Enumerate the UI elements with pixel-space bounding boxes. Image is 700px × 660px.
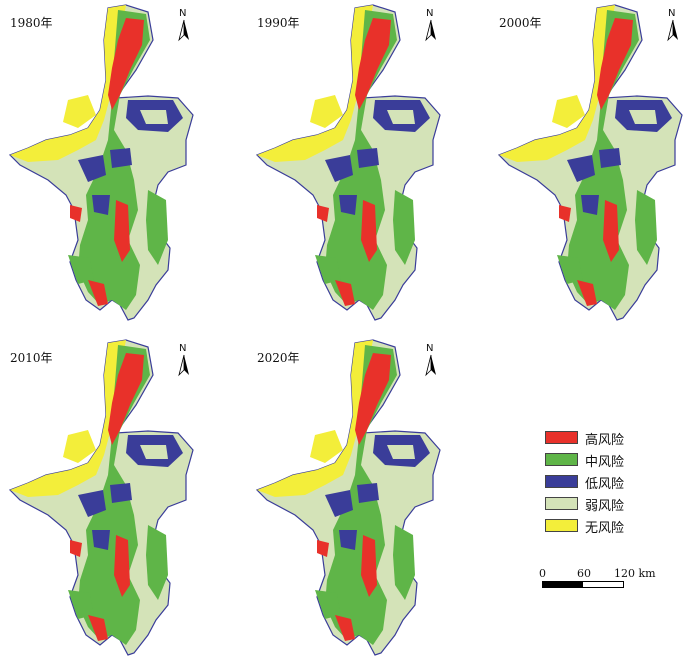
legend-swatch xyxy=(545,497,578,510)
legend-label: 低风险 xyxy=(585,477,625,492)
legend-item-weak: 弱风险 xyxy=(545,494,685,516)
north-label: N xyxy=(179,8,187,19)
north-label: N xyxy=(426,8,434,19)
map-2020 xyxy=(256,339,441,656)
map-panel-1980: 1980年 N xyxy=(8,0,238,325)
north-arrow-icon: N xyxy=(178,8,190,42)
legend-item-medium: 中风险 xyxy=(545,450,685,472)
north-arrow-icon: N xyxy=(667,8,679,42)
legend: 高风险 中风险 低风险 弱风险 无风险 xyxy=(545,428,685,538)
map-2000 xyxy=(498,4,683,321)
north-arrow-icon: N xyxy=(425,8,437,42)
map-panel-2000: 2000年 N xyxy=(497,0,700,325)
north-arrow-icon: N xyxy=(425,343,437,377)
year-label: 1990年 xyxy=(257,16,300,30)
scale-label-zero: 0 xyxy=(539,567,546,580)
map-2010 xyxy=(9,339,194,656)
north-label: N xyxy=(668,8,676,19)
scale-label-mid: 60 xyxy=(577,567,591,580)
legend-item-none: 无风险 xyxy=(545,516,685,538)
scale-bar-fill xyxy=(542,581,583,588)
scale-label-end: 120 km xyxy=(614,567,656,580)
legend-item-high: 高风险 xyxy=(545,428,685,450)
north-arrow-icon: N xyxy=(178,343,190,377)
year-label: 2010年 xyxy=(10,351,53,365)
scale-bar: 0 60 120 km xyxy=(538,567,668,593)
north-label: N xyxy=(179,343,187,354)
year-label: 1980年 xyxy=(10,16,53,30)
map-panel-2010: 2010年 N xyxy=(8,335,238,660)
legend-swatch xyxy=(545,519,578,532)
map-panel-2020: 2020年 N xyxy=(255,335,485,660)
legend-label: 无风险 xyxy=(585,521,625,536)
legend-swatch xyxy=(545,431,578,444)
legend-label: 中风险 xyxy=(585,455,625,470)
legend-swatch xyxy=(545,453,578,466)
legend-swatch xyxy=(545,475,578,488)
map-1980 xyxy=(9,4,194,321)
map-1990 xyxy=(256,4,441,321)
north-label: N xyxy=(426,343,434,354)
year-label: 2020年 xyxy=(257,351,300,365)
map-panel-1990: 1990年 N xyxy=(255,0,485,325)
legend-label: 弱风险 xyxy=(585,499,625,514)
year-label: 2000年 xyxy=(499,16,542,30)
legend-item-low: 低风险 xyxy=(545,472,685,494)
legend-label: 高风险 xyxy=(585,433,625,448)
